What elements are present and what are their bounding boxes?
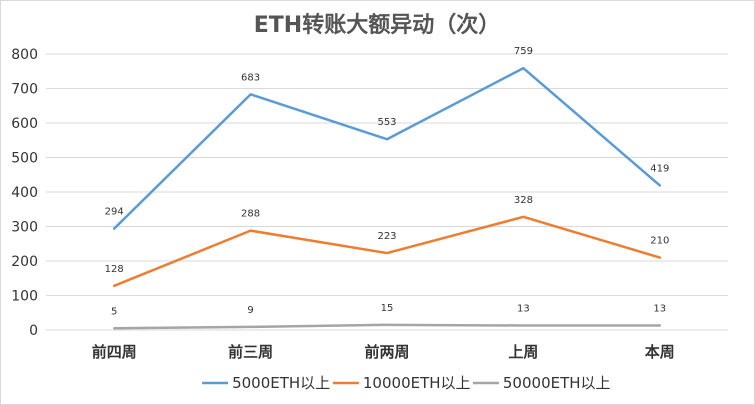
series-line-3 (112, 323, 662, 330)
legend-label: 5000ETH以上 (232, 374, 330, 392)
y-tick-label: 200 (11, 254, 38, 270)
legend-item-3: 50000ETH以上 (472, 374, 611, 392)
legend-item-2: 10000ETH以上 (332, 374, 471, 392)
y-tick-label: 300 (11, 220, 38, 236)
data-label: 419 (650, 163, 669, 174)
x-tick-label: 前两周 (364, 343, 409, 361)
data-label: 553 (377, 117, 396, 128)
data-label: 128 (105, 264, 124, 275)
x-axis: 前四周 前三周 前两周 上周 本周 (92, 343, 675, 361)
series-line-2 (112, 215, 662, 288)
chart-title: ETH转账大额异动（次） (254, 12, 500, 38)
data-label: 683 (241, 72, 260, 83)
data-label: 15 (381, 303, 394, 314)
y-tick-label: 600 (11, 116, 38, 132)
data-label: 13 (517, 304, 530, 315)
data-label: 9 (247, 305, 253, 316)
x-tick-label: 上周 (508, 343, 538, 361)
data-label: 328 (514, 195, 533, 206)
data-label: 5 (111, 306, 117, 317)
gridlines (46, 53, 728, 331)
legend-item-1: 5000ETH以上 (202, 374, 330, 392)
data-label: 223 (377, 231, 396, 242)
data-label: 294 (105, 207, 124, 218)
y-tick-label: 800 (11, 47, 38, 63)
data-label: 13 (653, 304, 666, 315)
y-tick-label: 500 (11, 151, 38, 167)
y-tick-label: 700 (11, 82, 38, 98)
data-label: 759 (514, 46, 533, 57)
x-tick-label: 前四周 (92, 343, 137, 361)
x-tick-label: 本周 (645, 343, 675, 361)
series-lines (112, 66, 662, 330)
y-tick-label: 0 (29, 323, 38, 339)
data-label: 288 (241, 209, 260, 220)
legend: 5000ETH以上 10000ETH以上 50000ETH以上 (202, 374, 611, 392)
legend-label: 10000ETH以上 (363, 374, 471, 392)
y-tick-label: 400 (11, 185, 38, 201)
x-tick-label: 前三周 (228, 343, 273, 361)
y-axis: 0 100 200 300 400 500 600 700 800 (11, 47, 38, 339)
y-tick-label: 100 (11, 289, 38, 305)
data-labels: 294 683 553 759 419 128 288 223 328 210 5 9 15 13 13 (105, 46, 670, 317)
legend-label: 50000ETH以上 (503, 374, 611, 392)
series-line-1 (112, 66, 662, 230)
data-label: 210 (650, 236, 669, 247)
